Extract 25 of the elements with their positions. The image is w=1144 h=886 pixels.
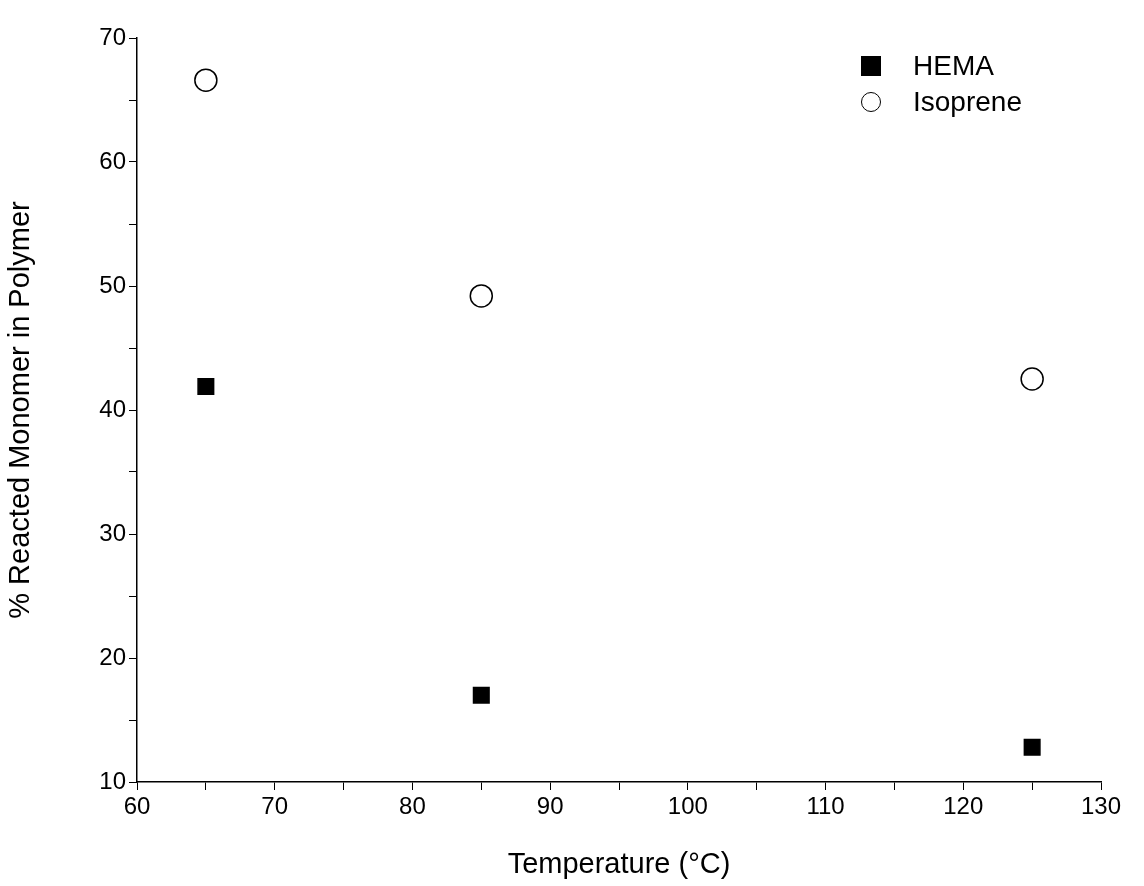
legend-label: Isoprene — [913, 86, 1022, 118]
y-tick-label: 10 — [99, 766, 126, 794]
point — [1020, 367, 1044, 391]
y-tick-label: 70 — [99, 22, 126, 50]
y-axis-title: % Reacted Monomer in Polymer — [3, 200, 36, 619]
point — [469, 284, 494, 308]
y-tick-label: 60 — [99, 146, 126, 174]
x-tick-label: 120 — [943, 792, 984, 820]
point — [1023, 738, 1041, 756]
point — [472, 686, 490, 704]
y-tick-label: 50 — [99, 270, 126, 298]
legend-label: HEMA — [913, 50, 994, 82]
x-tick-label: 70 — [261, 792, 289, 820]
x-tick-label: 100 — [667, 792, 708, 820]
x-tick-label: 60 — [123, 792, 151, 820]
x-axis-title: Temperature (°C) — [507, 846, 731, 879]
point — [194, 68, 218, 92]
x-tick-label: 80 — [399, 792, 426, 820]
x-tick-label: 110 — [806, 792, 845, 820]
y-tick-label: 30 — [99, 518, 126, 546]
y-tick-label: 40 — [99, 394, 126, 422]
x-tick-label: 130 — [1080, 792, 1122, 820]
x-tick-label: 90 — [536, 792, 564, 820]
point — [197, 377, 215, 395]
y-tick-label: 20 — [99, 642, 126, 670]
